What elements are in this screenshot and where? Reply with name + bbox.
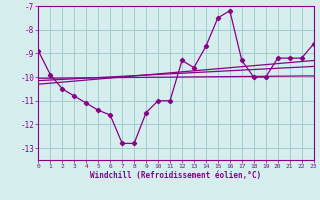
X-axis label: Windchill (Refroidissement éolien,°C): Windchill (Refroidissement éolien,°C)	[91, 171, 261, 180]
